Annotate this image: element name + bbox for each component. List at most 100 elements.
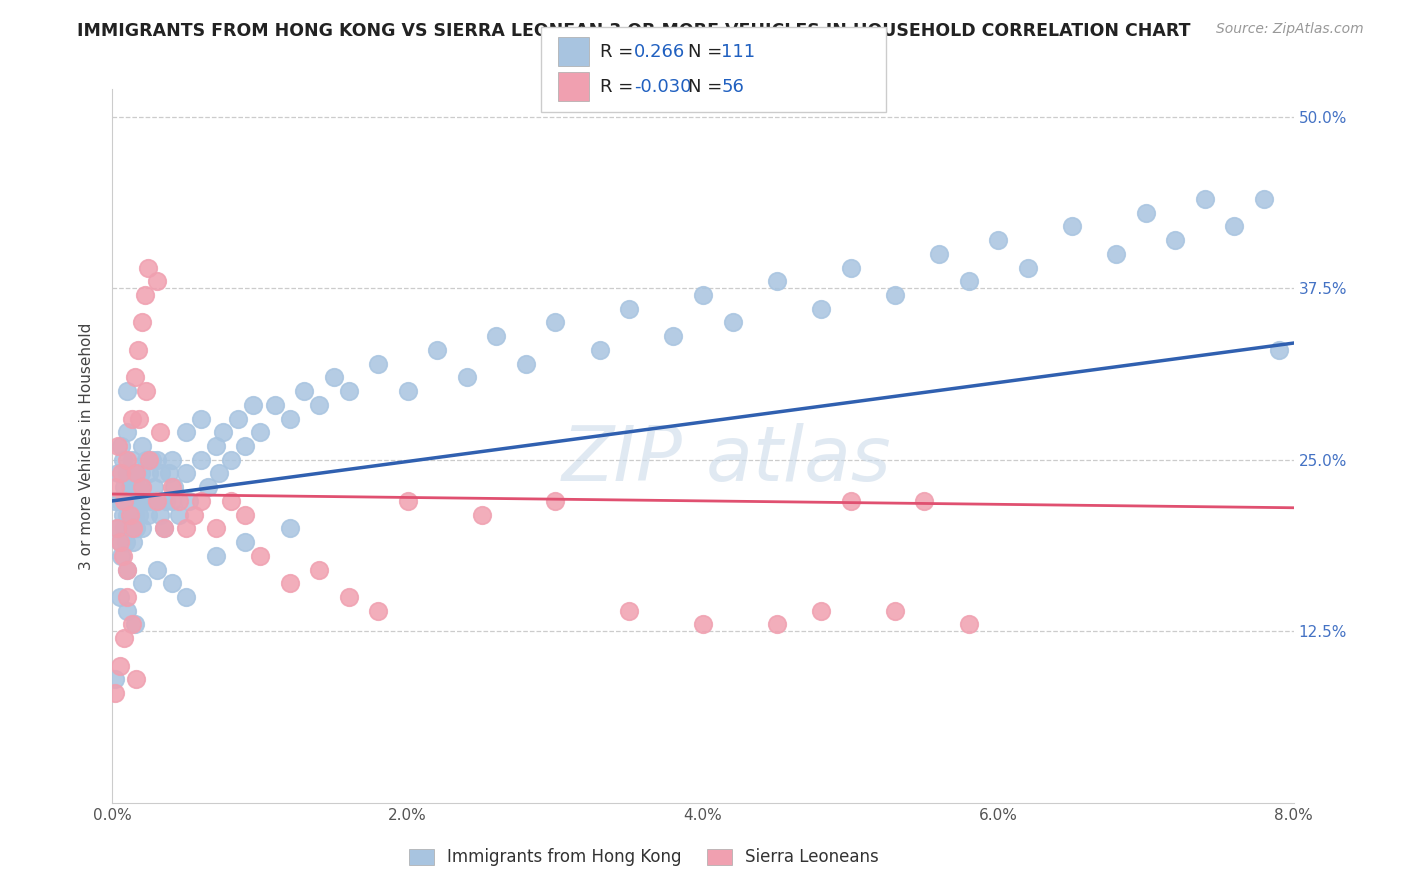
Point [190,494,212,508]
Point [117,562,138,576]
Point [105,521,128,535]
Point [124,617,146,632]
Point [125,521,148,535]
Point [1062,219,1084,234]
Point [1105,247,1128,261]
Point [114,535,136,549]
Point [142,480,165,494]
Legend: Immigrants from Hong Kong, Sierra Leoneans: Immigrants from Hong Kong, Sierra Leonea… [402,842,886,873]
Point [1253,192,1275,206]
Point [131,480,153,494]
Point [122,535,145,549]
Point [471,508,494,522]
Point [957,274,980,288]
Point [153,521,176,535]
Point [125,467,148,481]
Point [108,535,131,549]
Point [131,439,153,453]
Point [1223,219,1246,234]
Point [160,480,183,494]
Point [117,467,138,481]
Point [129,467,152,481]
Point [149,508,172,522]
Point [131,576,153,591]
Point [120,508,142,522]
Point [619,301,641,316]
Point [117,384,138,398]
Point [1268,343,1291,357]
Point [122,480,145,494]
Point [160,576,183,591]
Point [721,316,744,330]
Point [212,425,235,440]
Point [121,617,143,632]
Point [208,467,231,481]
Point [264,398,287,412]
Point [692,288,714,302]
Point [136,260,159,275]
Point [810,604,832,618]
Point [125,673,148,687]
Text: Source: ZipAtlas.com: Source: ZipAtlas.com [1216,22,1364,37]
Point [928,247,950,261]
Point [124,508,146,522]
Text: -0.030: -0.030 [634,78,692,95]
Point [155,494,177,508]
Point [124,370,146,384]
Point [233,508,256,522]
Point [174,425,197,440]
Point [128,411,150,425]
Point [337,590,360,604]
Point [337,384,360,398]
Point [124,467,146,481]
Point [117,590,138,604]
Point [987,233,1010,247]
Point [131,480,153,494]
Point [108,535,131,549]
Point [135,384,157,398]
Point [190,411,212,425]
Point [134,494,156,508]
Text: IMMIGRANTS FROM HONG KONG VS SIERRA LEONEAN 3 OR MORE VEHICLES IN HOUSEHOLD CORR: IMMIGRANTS FROM HONG KONG VS SIERRA LEON… [77,22,1191,40]
Point [810,301,832,316]
Point [242,398,264,412]
Point [205,549,228,563]
Point [426,343,449,357]
Point [1135,205,1157,219]
Point [117,604,138,618]
Text: R =: R = [600,78,640,95]
Point [174,467,197,481]
Point [544,316,567,330]
Point [765,617,787,632]
Point [104,494,127,508]
Point [105,521,128,535]
Point [141,452,163,467]
Text: N =: N = [688,43,727,61]
Point [149,425,172,440]
Point [183,508,205,522]
Point [111,549,134,563]
Point [114,494,136,508]
Point [112,521,135,535]
Point [157,467,180,481]
Point [146,494,169,508]
Point [121,411,143,425]
Point [108,590,131,604]
Point [150,467,173,481]
Point [163,480,186,494]
Point [108,658,131,673]
Point [104,673,127,687]
Point [278,576,301,591]
Point [107,439,129,453]
Point [138,452,160,467]
Y-axis label: 3 or more Vehicles in Household: 3 or more Vehicles in Household [79,322,94,570]
Point [120,480,142,494]
Point [117,508,138,522]
Point [110,467,132,481]
Point [112,631,135,645]
Point [396,384,419,398]
Point [205,521,228,535]
Point [692,617,714,632]
Text: N =: N = [688,78,727,95]
Point [226,411,249,425]
